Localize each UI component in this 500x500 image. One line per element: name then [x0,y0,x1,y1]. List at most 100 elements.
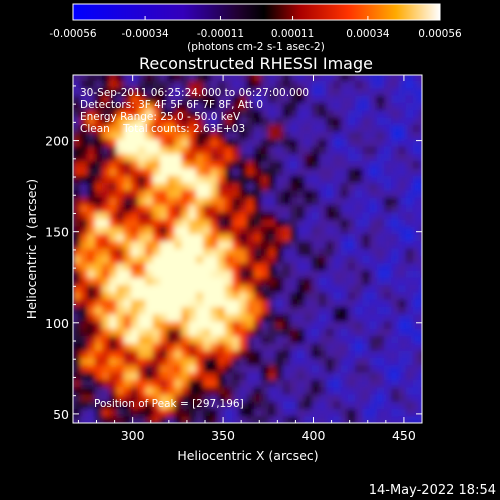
heatmap-cell [217,182,226,191]
heatmap-cell [145,401,154,410]
heatmap-cell [268,320,277,329]
heatmap-cell [246,342,255,351]
heatmap-cell [326,197,334,205]
heatmap-cell [159,160,168,169]
heatmap-cell [188,357,197,366]
heatmap-cell [333,313,342,322]
heatmap-cell [188,211,197,220]
heatmap-cell [138,350,146,359]
heatmap-cell [224,167,233,176]
heatmap-cell [159,393,168,402]
heatmap-cell [130,401,139,410]
heatmap-cell [73,393,81,402]
heatmap-cell [195,248,204,256]
heatmap-cell [109,131,117,140]
heatmap-cell [318,182,327,191]
heatmap-cell [181,80,190,89]
heatmap-cell [391,415,400,423]
heatmap-cell [268,226,277,235]
y-axis-label: Heliocentric Y (arcsec) [24,179,39,319]
heatmap-cell [398,116,407,125]
heatmap-cell [318,291,327,300]
heatmap-cell [289,204,298,213]
heatmap-cell [369,153,378,162]
heatmap-cell [123,124,132,133]
heatmap-cell [224,306,233,315]
heatmap-cell [311,204,320,213]
heatmap-cell [73,328,81,337]
heatmap-cell [369,80,378,89]
heatmap-cell [333,371,342,380]
heatmap-cell [239,277,248,286]
heatmap-cell [412,364,421,373]
heatmap-cell [246,124,255,133]
heatmap-cell [362,255,371,264]
heatmap-cell [275,277,284,286]
heatmap-cell [94,277,103,286]
heatmap-cell [239,408,248,417]
heatmap-cell [340,131,349,140]
heatmap-cell [80,233,89,242]
heatmap-cell [318,146,327,154]
heatmap-cell [145,306,154,315]
heatmap-cell [333,153,342,162]
heatmap-cell [203,167,212,176]
heatmap-cell [80,189,89,198]
heatmap-cell [275,131,284,140]
heatmap-cell [420,131,422,140]
heatmap-cell [405,306,414,315]
heatmap-cell [116,95,125,103]
heatmap-cell [188,87,197,96]
heatmap-cell [232,211,240,220]
heatmap-cell [174,371,183,380]
heatmap-cell [347,320,356,329]
heatmap-cell [412,80,421,89]
heatmap-cell [275,386,284,395]
heatmap-cell [268,401,277,410]
heatmap-cell [369,299,378,307]
heatmap-cell [73,218,81,227]
heatmap-cell [355,138,363,147]
heatmap-cell [420,386,422,395]
heatmap-cell [80,386,89,395]
heatmap-cell [232,299,240,307]
heatmap-cell [304,102,313,111]
heatmap-cell [253,189,262,198]
heatmap-cell [369,182,378,191]
heatmap-cell [268,116,277,125]
heatmap-cell [232,415,240,423]
heatmap-cell [152,197,161,205]
heatmap-cell [174,80,183,89]
heatmap-cell [181,371,190,380]
heatmap-cell [340,75,349,82]
heatmap-cell [73,357,81,366]
heatmap-cell [311,306,320,315]
heatmap-cell [311,175,320,184]
heatmap-cell [116,80,125,89]
heatmap-cell [181,102,190,111]
heatmap-cell [420,401,422,410]
heatmap-cell [333,87,342,96]
heatmap-cell [109,386,117,395]
heatmap-cell [362,138,371,147]
heatmap-cell [420,182,422,191]
heatmap-cell [318,102,327,111]
heatmap-cell [318,393,327,402]
heatmap-cell [80,102,89,111]
heatmap-cell [224,124,233,133]
heatmap-cell [347,277,356,286]
heatmap-cell [275,75,284,82]
heatmap-cell [347,255,356,264]
heatmap-cell [347,204,356,213]
heatmap-cell [138,379,146,388]
heatmap-cell [130,371,139,380]
heatmap-cell [297,262,306,271]
heatmap-cell [340,386,349,395]
heatmap-cell [355,204,363,213]
annotation-detectors: Detectors: 3F 4F 5F 6F 7F 8F, Att 0 [80,99,263,111]
heatmap-cell [318,328,327,337]
heatmap-cell [289,153,298,162]
heatmap-cell [246,335,255,344]
heatmap-cell [181,218,190,227]
heatmap-cell [217,146,226,154]
